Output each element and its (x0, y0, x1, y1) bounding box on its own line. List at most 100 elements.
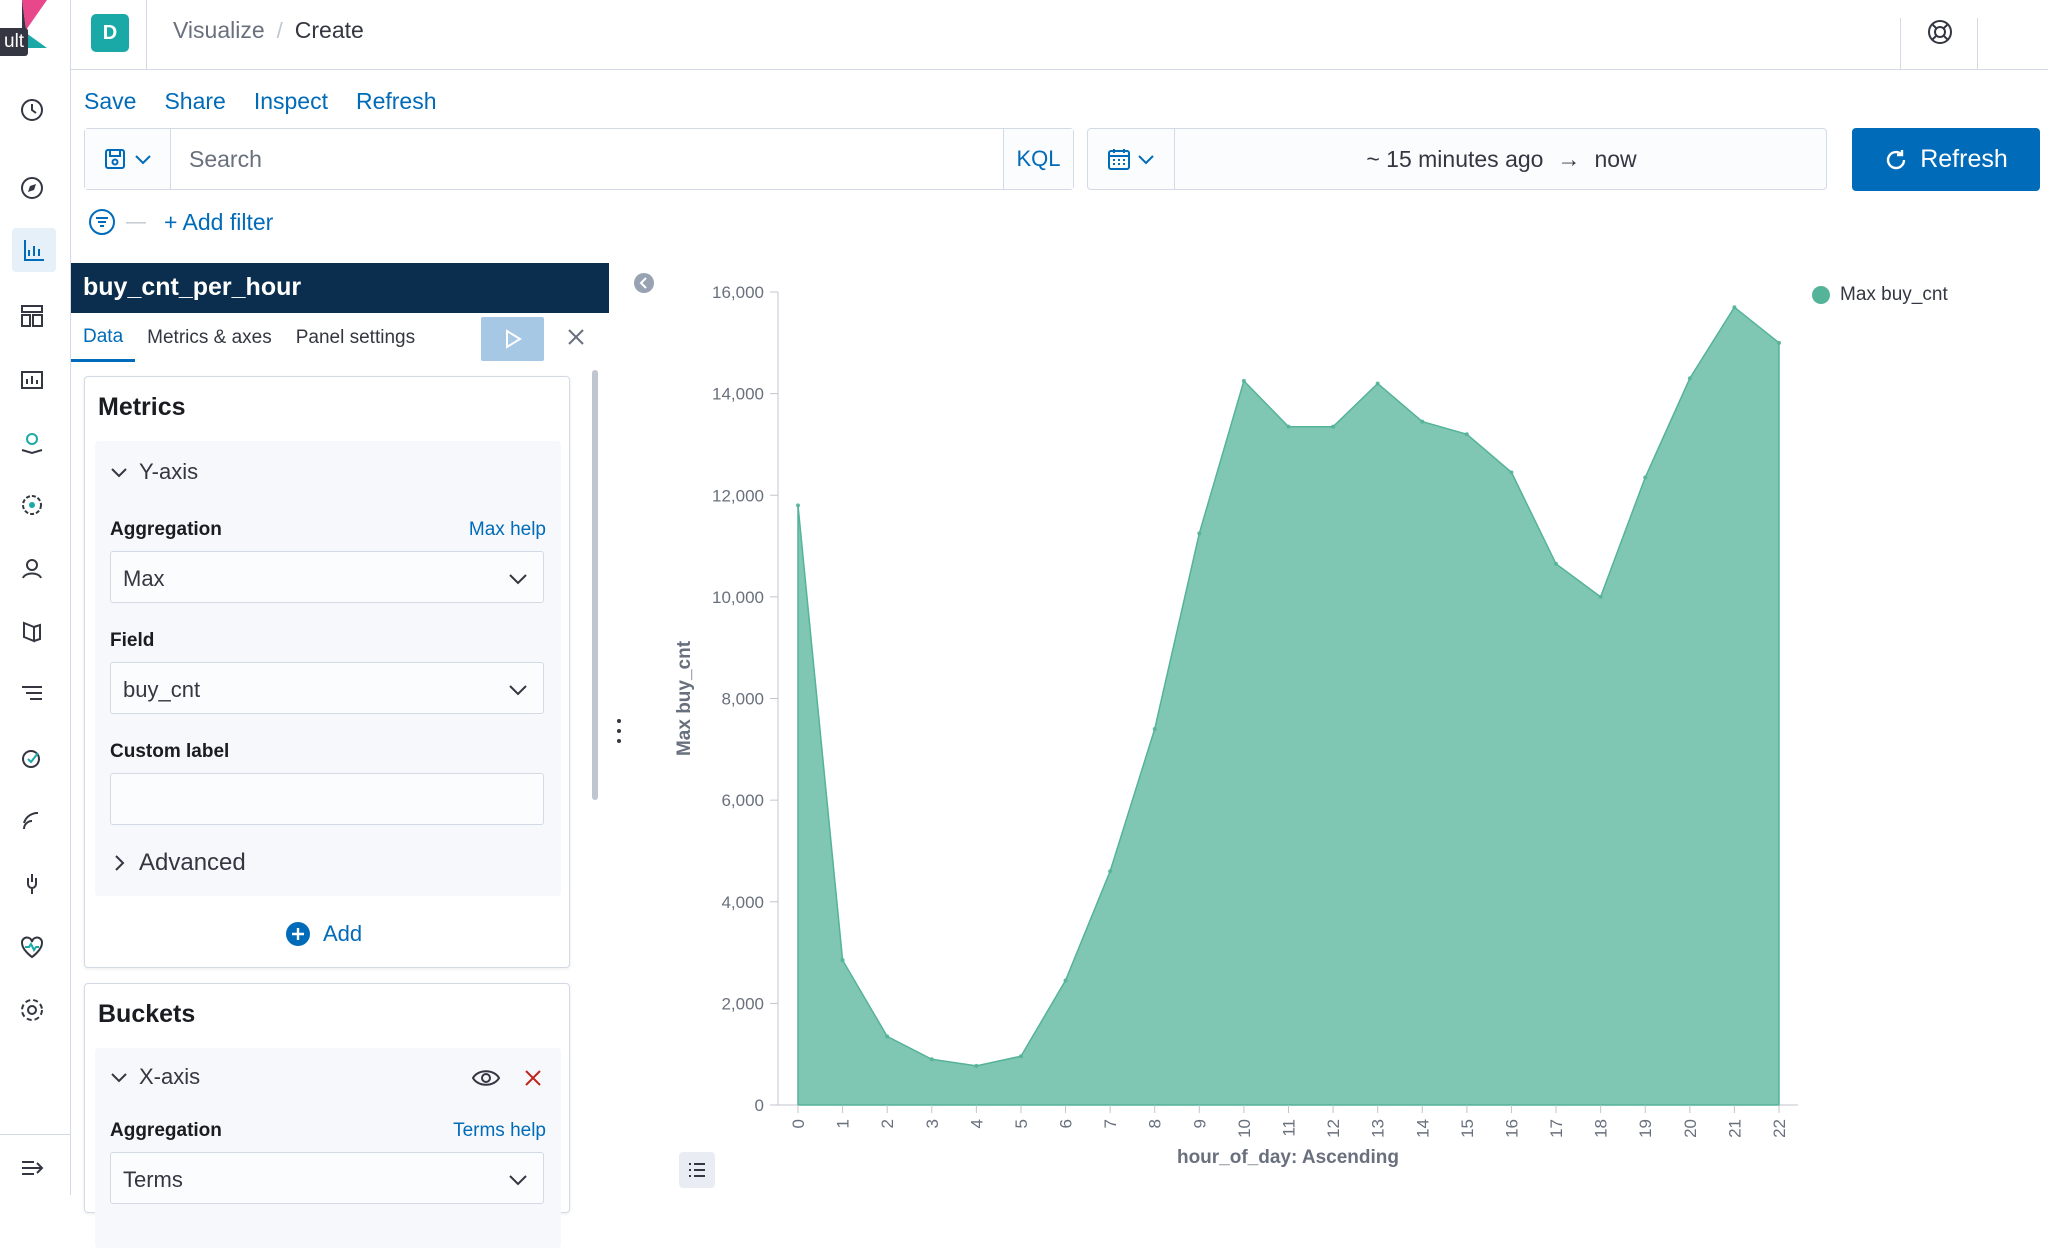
tab-metrics-axes[interactable]: Metrics & axes (147, 327, 272, 348)
uptime-icon[interactable] (17, 743, 47, 773)
kibana-logo[interactable] (0, 0, 71, 69)
tab-panel-settings[interactable]: Panel settings (295, 327, 416, 348)
maps-icon[interactable] (17, 427, 47, 457)
bucket-aggregation-label: Aggregation (110, 1120, 222, 1141)
data-point (1732, 305, 1737, 310)
y-tick-label: 12,000 (712, 486, 764, 505)
tab-data[interactable]: Data (71, 314, 136, 362)
monitoring-icon[interactable] (17, 932, 47, 962)
x-tick-label: 8 (1146, 1119, 1165, 1128)
data-point (1108, 869, 1113, 874)
date-end[interactable]: now (1594, 145, 1637, 172)
discover-icon[interactable] (17, 173, 47, 203)
chevron-right-icon (115, 855, 125, 871)
yaxis-toggle[interactable]: Y-axis (109, 459, 198, 485)
discard-changes-button[interactable] (561, 322, 591, 352)
recently-viewed-icon[interactable] (17, 95, 47, 125)
editor-scrollbar[interactable] (592, 370, 598, 800)
x-tick-label: 13 (1369, 1119, 1388, 1138)
refresh-icon (1887, 149, 1906, 169)
data-point (974, 1063, 979, 1068)
chevron-down-icon (509, 685, 527, 696)
legend-toggle-button[interactable] (679, 1152, 715, 1188)
max-help-link[interactable]: Max help (468, 519, 546, 540)
data-point (1241, 378, 1246, 383)
save-link[interactable]: Save (84, 88, 137, 114)
add-filter-button[interactable]: + Add filter (164, 208, 274, 235)
breadcrumb-separator: / (276, 17, 283, 43)
aggregation-select[interactable]: Max (110, 551, 544, 603)
infrastructure-icon[interactable] (17, 553, 47, 583)
refresh-link[interactable]: Refresh (355, 88, 437, 114)
eye-icon[interactable] (471, 1066, 501, 1090)
custom-label-input[interactable] (110, 773, 544, 825)
x-tick-label: 17 (1547, 1119, 1566, 1138)
terms-help-link[interactable]: Terms help (453, 1120, 546, 1141)
quick-date-button[interactable] (1088, 129, 1175, 189)
data-point (1420, 419, 1425, 424)
series-area-max-buy-cnt (797, 306, 1780, 1106)
refresh-button[interactable]: Refresh (1852, 128, 2040, 191)
query-bar: KQL (84, 128, 1074, 190)
chevron-down-icon (111, 1073, 127, 1083)
logs-icon[interactable] (17, 616, 47, 646)
calendar-icon (1108, 149, 1130, 170)
data-point (1375, 381, 1380, 386)
aggregation-value: Max (123, 566, 165, 591)
x-tick-label: 9 (1190, 1119, 1209, 1128)
dev-tools-icon[interactable] (17, 869, 47, 899)
save-icon (104, 149, 125, 169)
legend-item[interactable]: Max buy_cnt (1840, 284, 1948, 305)
data-point (1331, 424, 1336, 429)
filter-dash: — (126, 210, 146, 233)
apm-icon[interactable] (17, 680, 47, 710)
resize-handle-icon[interactable] (616, 718, 622, 744)
xaxis-accordion: X-axis Aggregation Terms help Terms (95, 1048, 561, 1248)
data-point (1554, 561, 1559, 566)
management-icon[interactable] (17, 995, 47, 1025)
date-range[interactable]: ~ 15 minutes ago → now (1175, 129, 1828, 189)
date-start[interactable]: ~ 15 minutes ago (1366, 145, 1544, 172)
field-select[interactable]: buy_cnt (110, 662, 544, 714)
kql-toggle[interactable]: KQL (1003, 129, 1073, 189)
nav-tooltip-badge: ult (0, 28, 29, 56)
side-nav: ult (0, 0, 71, 1195)
x-tick-label: 11 (1280, 1119, 1299, 1137)
saved-query-button[interactable] (85, 129, 171, 189)
remove-icon[interactable] (523, 1068, 543, 1088)
siem-icon[interactable] (17, 806, 47, 836)
breadcrumb: Visualize / Create (173, 17, 364, 44)
breadcrumb-visualize[interactable]: Visualize (173, 17, 265, 43)
advanced-toggle[interactable]: Advanced (109, 849, 246, 877)
help-icon[interactable] (1924, 16, 1956, 48)
add-metric-button[interactable]: Add (285, 921, 362, 947)
y-tick-label: 6,000 (721, 791, 764, 810)
dashboard-icon[interactable] (17, 301, 47, 331)
canvas-icon[interactable] (17, 364, 47, 394)
x-tick-label: 5 (1012, 1119, 1031, 1128)
yaxis-accordion: Y-axis Aggregation Max help Max Field bu… (95, 441, 561, 896)
date-picker: ~ 15 minutes ago → now (1087, 128, 1827, 190)
bucket-aggregation-select[interactable]: Terms (110, 1152, 544, 1204)
machine-learning-icon[interactable] (17, 490, 47, 520)
xaxis-toggle[interactable]: X-axis (109, 1064, 200, 1090)
buckets-title: Buckets (98, 1000, 196, 1028)
arrow-right-icon: → (1557, 145, 1581, 172)
filter-options-icon[interactable] (88, 208, 116, 236)
collapse-editor-icon[interactable] (633, 272, 655, 294)
inspect-link[interactable]: Inspect (253, 88, 328, 114)
data-point (885, 1034, 890, 1039)
apply-changes-button[interactable] (481, 317, 544, 361)
header-divider (1900, 18, 1901, 70)
chart-area: 0 2,000 4,000 6,000 8,000 10,000 12,000 14,000 1… (664, 260, 2048, 1195)
collapse-nav-icon[interactable] (17, 1153, 47, 1183)
yaxis-label: Y-axis (139, 459, 199, 484)
play-icon (505, 329, 522, 349)
top-nav-menu: Save Share Inspect Refresh (84, 88, 437, 115)
visualize-icon[interactable] (12, 228, 56, 272)
search-input[interactable] (189, 143, 969, 175)
chart-legend[interactable]: Max buy_cnt (1812, 284, 1948, 306)
data-point (1286, 424, 1291, 429)
space-avatar[interactable]: D (91, 14, 129, 52)
share-link[interactable]: Share (164, 88, 226, 114)
